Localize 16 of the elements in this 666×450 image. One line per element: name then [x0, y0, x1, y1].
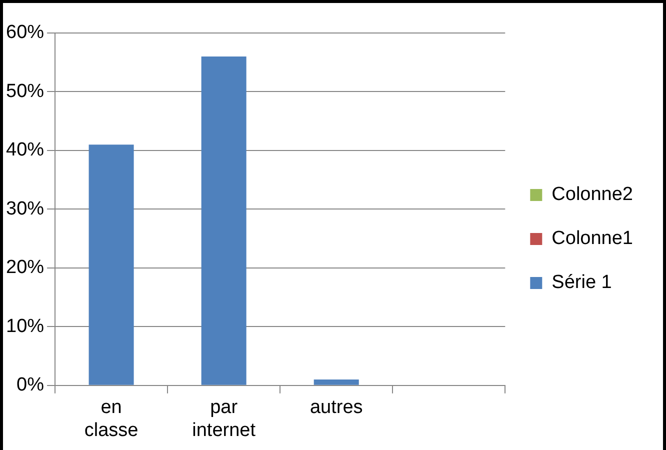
- y-tick-label: 40%: [6, 140, 44, 161]
- x-tick-label: par internet: [192, 397, 256, 441]
- legend-label: Colonne2: [552, 184, 633, 206]
- bar: [201, 56, 246, 385]
- y-tick-label: 50%: [6, 80, 44, 102]
- bar: [314, 380, 359, 385]
- y-tick-label: 0%: [16, 374, 44, 396]
- y-tick-label: 30%: [6, 198, 44, 220]
- bar: [88, 144, 134, 385]
- x-tick-label: en classe: [84, 397, 138, 441]
- y-tick-label: 60%: [6, 22, 44, 44]
- y-tick-label: 10%: [6, 316, 44, 337]
- y-tick-label: 20%: [6, 257, 44, 278]
- legend-label: Série 1: [552, 272, 612, 294]
- legend-label: Colonne1: [552, 228, 633, 250]
- x-tick-label: autres: [310, 397, 363, 418]
